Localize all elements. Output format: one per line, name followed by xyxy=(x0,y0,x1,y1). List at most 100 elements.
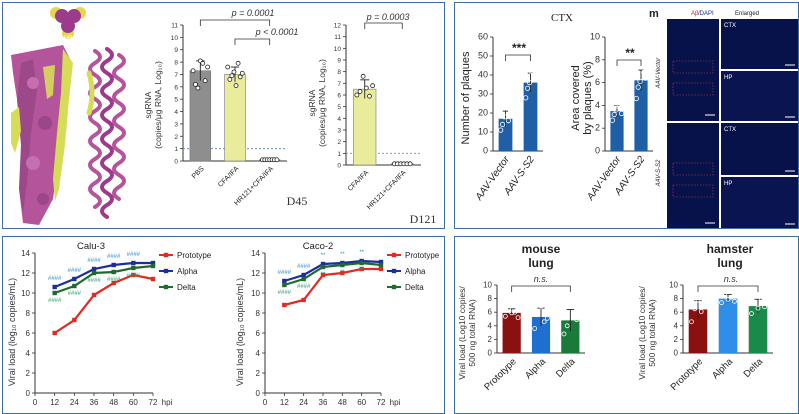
y-tick-label: 6 xyxy=(337,93,341,100)
data-point xyxy=(523,95,529,101)
y-tick-label: 11 xyxy=(171,23,178,30)
y-tick-label: 6 xyxy=(26,329,31,338)
data-point xyxy=(498,127,504,133)
y-tick-label: 10 xyxy=(334,46,342,53)
protein-surface-model xyxy=(11,45,73,225)
panel-plaques: CTX Number of plaques *** 0 10 20 30 40 50 60 A… xyxy=(454,2,799,229)
data-point xyxy=(611,111,617,118)
hamster-ns: n.s. xyxy=(724,274,739,284)
series-point xyxy=(52,330,57,336)
data-point xyxy=(689,319,694,325)
y-tick-label: 0 xyxy=(26,389,31,398)
y-tick-label: 3 xyxy=(337,128,341,135)
mouse-ns: n.s. xyxy=(534,274,549,284)
data-point xyxy=(506,305,511,311)
y-tick-label: 6 xyxy=(674,308,679,317)
chart-d45: sgRNA (copies/μg RNA, Log₁₀) p = 0.0001 … xyxy=(143,8,307,208)
y-tick-label: 12 xyxy=(251,269,260,278)
data-point xyxy=(205,64,211,70)
d45-day-label: D45 xyxy=(287,194,308,208)
series-point xyxy=(378,259,384,265)
micro-row-label-ss2: AAV-S-S2 xyxy=(656,159,662,187)
data-point xyxy=(698,309,704,314)
series-point xyxy=(320,261,326,267)
y-tick-label: 5 xyxy=(174,97,178,104)
x-tick-label: 24 xyxy=(299,398,308,407)
y-tick-label: 1 xyxy=(337,151,341,158)
y-tick-label: 9 xyxy=(337,58,341,65)
data-point xyxy=(617,103,623,110)
panel-hr121-sgrna: HR sgRNA (copies/μg RNA, Log₁₀) p = 0.00… xyxy=(2,2,445,229)
data-point xyxy=(202,78,208,84)
legend-label: Delta xyxy=(177,283,196,292)
category-label: HR121+CFA/IFA xyxy=(233,165,275,207)
data-point xyxy=(503,102,510,109)
series-line xyxy=(284,261,382,287)
category-label: Alpha xyxy=(710,356,735,381)
significance-mark: #### xyxy=(278,290,292,296)
series-point xyxy=(111,280,116,286)
series-line xyxy=(54,273,154,334)
series-point xyxy=(131,265,136,271)
y-tick-label: 20 xyxy=(478,108,488,118)
data-point xyxy=(227,77,233,82)
data-point xyxy=(229,73,235,79)
significance-mark: #### xyxy=(68,291,82,297)
series-line xyxy=(54,264,154,295)
x-tick-label: 72 xyxy=(377,398,386,407)
microscopy-panel-letter: m xyxy=(649,8,659,20)
y-tick-label: 6 xyxy=(174,84,178,91)
chart-hamster-lung: 0 2 4 6 8 10 Prototype Alpha Delta xyxy=(669,281,773,393)
data-point xyxy=(641,69,647,75)
data-point xyxy=(239,70,245,76)
significance-bracket xyxy=(234,38,271,45)
data-point xyxy=(692,306,698,312)
y-tick-label: 5 xyxy=(337,104,341,111)
significance-mark: #### xyxy=(48,276,62,282)
hamster-ylabel-line1: Viral load (Log10 copies/ xyxy=(637,286,647,380)
series-point xyxy=(320,272,326,278)
y-tick-label: 14 xyxy=(21,249,30,258)
series-point xyxy=(52,284,57,290)
micro-roi-ss2-ctx xyxy=(672,162,714,176)
y-tick-label: 0 xyxy=(488,349,493,358)
x-tick-label: 72 xyxy=(149,398,158,407)
y-tick-label: 0 xyxy=(595,146,600,156)
y-tick-label: 4 xyxy=(337,116,341,123)
data-point xyxy=(755,305,761,311)
series-point xyxy=(359,266,364,272)
legend-label: Delta xyxy=(405,283,424,292)
data-point xyxy=(732,298,737,304)
y-tick-label: 4 xyxy=(595,100,600,110)
mouse-title-line2: lung xyxy=(528,256,553,270)
panel-growth-curves: Viral load (log₁₀ copies/mL) Viral load … xyxy=(2,236,445,414)
data-point xyxy=(195,85,201,91)
x-tick-label: 36 xyxy=(319,398,328,407)
y-tick-label: 2 xyxy=(488,335,493,344)
data-point xyxy=(502,313,508,319)
caco2-ylabel: Viral load (log₁₀ copies/mL) xyxy=(235,278,245,386)
significance-mark: #### xyxy=(107,254,121,260)
category-label: Prototype xyxy=(669,356,706,393)
series-point xyxy=(359,260,364,266)
series-line xyxy=(284,267,381,307)
y-tick-label: 60 xyxy=(478,32,488,42)
significance-mark: #### xyxy=(48,298,62,304)
series-point xyxy=(150,276,156,282)
y-tick-label: 2 xyxy=(595,123,600,133)
series-point xyxy=(301,297,306,303)
x-tick-label: 12 xyxy=(50,398,59,407)
data-point xyxy=(613,107,619,113)
series-point xyxy=(150,263,156,269)
significance-mark: ** xyxy=(359,250,364,256)
series-point xyxy=(301,276,306,282)
micro-roi-vector-hp xyxy=(672,82,714,96)
data-point xyxy=(609,117,615,123)
series-point xyxy=(72,276,77,282)
data-point xyxy=(233,83,239,88)
data-point xyxy=(561,331,567,337)
data-point xyxy=(512,309,518,315)
series-point xyxy=(282,278,287,284)
y-tick-label: 10 xyxy=(669,281,678,290)
category-label: AAV-Vector xyxy=(473,154,512,203)
